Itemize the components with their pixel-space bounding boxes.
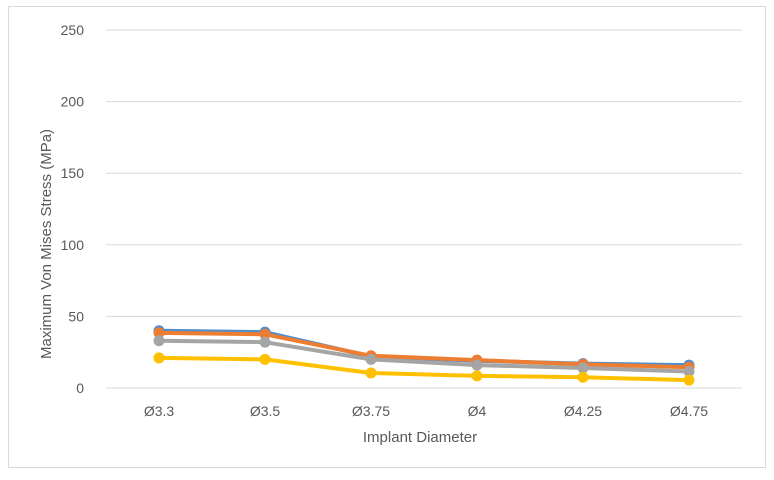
data-point [153,327,165,339]
data-point [683,366,695,378]
x-tick-label: Ø3.75 [352,403,390,419]
x-tick-label: Ø3.3 [144,403,175,419]
data-point [577,371,589,383]
y-tick-label: 100 [61,237,85,253]
chart-frame [8,6,766,468]
y-tick-label: 200 [61,94,85,110]
data-point [365,353,377,365]
x-tick-label: Ø4.75 [670,403,708,419]
data-point [259,328,271,340]
series-line [157,338,691,374]
x-tick-label: Ø4 [468,403,487,419]
data-point [471,359,483,371]
y-tick-labels: 0 50 100 150 200 250 [61,22,85,396]
data-point [365,367,377,379]
y-tick-label: 50 [68,308,84,324]
data-point [577,362,589,374]
data-point [683,374,695,386]
data-point [471,370,483,382]
x-tick-label: Ø4.25 [564,403,602,419]
data-point [153,352,165,364]
series-layer [153,325,695,386]
series-2 [153,327,695,373]
data-point [153,335,165,347]
x-axis-title: Implant Diameter [363,429,477,446]
x-tick-label: Ø3.5 [250,403,281,419]
series-line [157,355,691,383]
series-4 [153,352,695,386]
y-axis-title: Maximum Von Mises Stress (MPa) [38,129,55,359]
gridlines [106,29,742,389]
y-tick-label: 0 [76,380,84,396]
data-point [259,353,271,365]
x-tick-labels: Ø3.3 Ø3.5 Ø3.75 Ø4 Ø4.25 Ø4.75 [144,403,708,419]
series-line [157,330,691,370]
series-3 [153,335,695,378]
y-tick-label: 250 [61,22,85,38]
data-point [259,336,271,348]
y-tick-label: 150 [61,165,85,181]
